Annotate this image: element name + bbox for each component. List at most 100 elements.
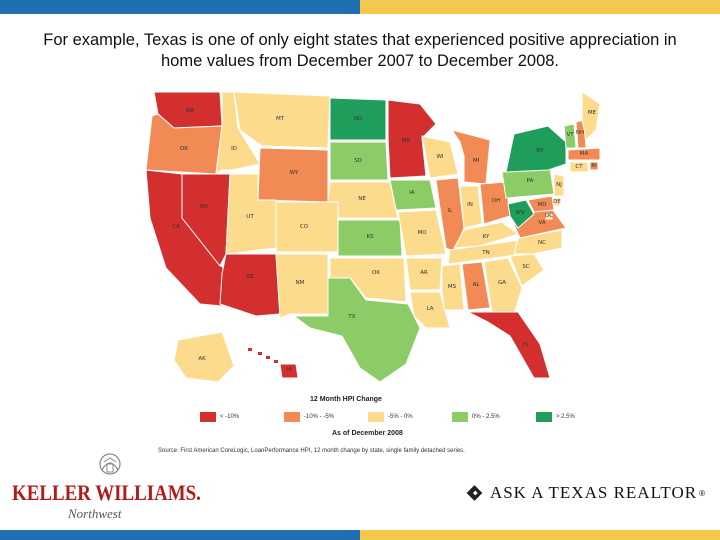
- legend-swatch-p25: [452, 412, 468, 422]
- state-dc: [545, 213, 553, 220]
- legend-swatch-m10: [284, 412, 300, 422]
- state-la: [409, 291, 451, 329]
- legend-label: < -10%: [220, 414, 240, 420]
- legend-label: -10% - -5%: [304, 414, 335, 420]
- state-label-va: VA: [538, 220, 545, 226]
- atr-brand-text: ASK A TEXAS REALTOR: [489, 483, 698, 502]
- hawaii-island: [248, 348, 252, 351]
- state-label-ut: UT: [246, 214, 254, 220]
- state-label-nm: NM: [296, 280, 305, 286]
- state-label-ma: MA: [580, 151, 589, 157]
- state-label-me: ME: [588, 110, 597, 116]
- state-label-tn: TN: [481, 250, 489, 256]
- map-legend: < -10% -10% - -5% -5% - 0% 0% - 2.5% > 2…: [200, 412, 620, 422]
- state-ks: [337, 219, 403, 257]
- state-mn: [387, 99, 437, 179]
- state-label-tx: TX: [347, 314, 355, 320]
- legend-item: -5% - 0%: [368, 412, 452, 422]
- state-label-wv: WV: [515, 210, 524, 216]
- state-al: [461, 261, 491, 311]
- state-sc: [509, 253, 545, 287]
- diamond-arrows-icon: [466, 485, 483, 501]
- kw-crest-icon: [99, 453, 121, 475]
- state-ct: [569, 161, 589, 173]
- state-id: [215, 91, 261, 176]
- state-in: [459, 185, 483, 229]
- state-nd: [329, 97, 387, 141]
- state-ms: [441, 263, 465, 311]
- state-nm: [275, 253, 329, 319]
- state-ia: [389, 179, 437, 211]
- state-label-wy: WY: [290, 170, 299, 176]
- state-label-wi: WI: [436, 154, 443, 160]
- state-label-ar: AR: [420, 270, 428, 276]
- state-label-mo: MO: [417, 230, 427, 236]
- legend-label: -5% - 0%: [388, 414, 413, 420]
- state-label-nj: NJ: [556, 182, 562, 188]
- state-tx: [292, 277, 421, 383]
- legend-item: > 2.5%: [536, 412, 620, 422]
- state-ky: [453, 221, 520, 249]
- legend-swatch-m5: [368, 412, 384, 422]
- state-label-dc: DC: [545, 213, 553, 219]
- state-label-ky: KY: [483, 234, 490, 240]
- state-label-ne: NE: [358, 196, 366, 202]
- state-fl: [467, 311, 551, 379]
- legend-label: > 2.5%: [556, 414, 575, 420]
- state-hi: [279, 363, 299, 379]
- state-label-mi: MI: [473, 158, 480, 164]
- state-label-ia: IA: [409, 190, 415, 196]
- state-label-sc: SC: [522, 264, 529, 270]
- legend-label: 0% - 2.5%: [472, 414, 500, 420]
- state-label-ny: NY: [536, 148, 544, 154]
- hawaii-island: [274, 360, 278, 363]
- state-nv: [181, 173, 231, 267]
- state-label-ks: KS: [366, 234, 374, 240]
- state-label-nc: NC: [538, 240, 546, 246]
- as-of-date: As of December 2008: [332, 430, 403, 437]
- state-nc: [513, 229, 563, 255]
- state-az: [219, 253, 281, 317]
- state-ga: [483, 257, 523, 315]
- state-label-wa: WA: [186, 108, 195, 114]
- state-label-nh: NH: [576, 130, 584, 136]
- legend-swatch-lt10: [200, 412, 216, 422]
- state-label-nd: ND: [354, 116, 362, 122]
- legend-title: 12 Month HPI Change: [310, 396, 382, 403]
- state-mt: [233, 91, 331, 149]
- legend-item: < -10%: [200, 412, 284, 422]
- state-label-sd: SD: [354, 158, 362, 164]
- top-color-band: [0, 0, 720, 14]
- state-label-nv: NV: [200, 204, 208, 210]
- headline-text: For example, Texas is one of only eight …: [43, 31, 677, 70]
- kw-brand-name: KELLER WILLIAMS.: [12, 480, 201, 505]
- state-label-oh: OH: [492, 198, 500, 204]
- state-label-ms: MS: [448, 284, 457, 290]
- legend-swatch-gt25: [536, 412, 552, 422]
- state-label-ct: CT: [575, 164, 583, 170]
- state-label-ga: GA: [498, 280, 506, 286]
- state-label-ak: AK: [198, 356, 206, 362]
- state-ny: [505, 125, 567, 173]
- state-label-vt: VT: [566, 132, 574, 138]
- state-label-az: AZ: [246, 274, 254, 280]
- state-vt: [563, 123, 577, 149]
- state-mo: [397, 209, 447, 257]
- state-label-al: AL: [473, 282, 481, 288]
- state-label-la: LA: [427, 306, 434, 312]
- state-wv: [507, 199, 535, 229]
- state-label-id: ID: [231, 146, 237, 152]
- state-me: [581, 91, 601, 142]
- state-label-hi: HI: [286, 367, 292, 373]
- state-label-ri: RI: [591, 163, 597, 169]
- state-ar: [405, 257, 443, 291]
- legend-item: 0% - 2.5%: [452, 412, 536, 422]
- state-label-pa: PA: [527, 178, 534, 184]
- top-band-gold: [360, 0, 720, 14]
- state-label-mn: MN: [402, 138, 411, 144]
- registered-mark: ®: [699, 488, 705, 498]
- state-label-ok: OK: [372, 270, 380, 276]
- state-label-ca: CA: [172, 224, 180, 230]
- state-md: [527, 195, 555, 213]
- state-label-or: OR: [180, 146, 188, 152]
